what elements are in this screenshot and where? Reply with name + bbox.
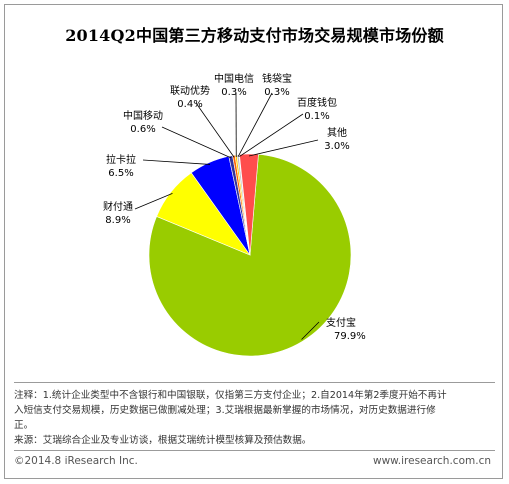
pie-chart: 支付宝 79.9% 财付通 8.9% 拉卡拉 6.5% 中国移动 0.6% 联动优势 0.4% 中国… <box>103 72 366 357</box>
leader-line-5 <box>195 102 235 158</box>
slice-label-2: 财付通 <box>103 200 133 213</box>
slice-value-3: 6.5% <box>108 168 133 179</box>
slice-value-8: 0.1% <box>304 111 329 122</box>
slice-labels: 支付宝 79.9% 财付通 8.9% 拉卡拉 6.5% 中国移动 0.6% 联动优势 0.4% 中国… <box>103 72 366 342</box>
leader-lines <box>134 92 320 340</box>
leader-line-4 <box>161 126 232 159</box>
leader-line-1 <box>301 321 320 340</box>
copyright-text: ©2014.8 iResearch Inc. <box>14 455 138 467</box>
note-line-2: 入短信支付交易规模，历史数据已做删减处理；3.艾瑞根据最新掌握的市场情况，对历史… <box>14 405 436 416</box>
slice-label-8: 百度钱包 <box>297 96 337 109</box>
slice-label-4: 中国移动 <box>123 109 163 122</box>
leader-line-9 <box>248 139 319 157</box>
slice-value-2: 8.9% <box>105 215 130 226</box>
footer-separator <box>14 450 495 451</box>
slice-value-6: 0.3% <box>221 87 246 98</box>
source-line: 来源：艾瑞综合企业及专业访谈，根据艾瑞统计模型核算及预估数据。 <box>14 435 312 446</box>
slice-label-7: 钱袋宝 <box>262 72 292 85</box>
notes-separator <box>14 382 495 383</box>
slice-label-1: 支付宝 <box>326 316 356 329</box>
slice-value-4: 0.6% <box>130 124 155 135</box>
slice-label-9: 其他 <box>327 126 347 139</box>
slice-label-5: 联动优势 <box>170 84 210 97</box>
slice-value-9: 3.0% <box>324 141 349 152</box>
leader-line-2 <box>134 193 173 210</box>
chart-title: 2014Q2中国第三方移动支付市场交易规模市场份额 <box>65 26 444 45</box>
slice-label-6: 中国电信 <box>214 72 254 85</box>
note-line-3: 正。 <box>14 420 34 431</box>
slice-value-7: 0.3% <box>264 87 289 98</box>
slice-value-1: 79.9% <box>334 331 366 342</box>
slice-label-3: 拉卡拉 <box>106 153 136 166</box>
leader-line-3 <box>142 159 211 165</box>
note-line-1: 注释：1.统计企业类型中不含银行和中国银联，仅指第三方支付企业；2.自2014年… <box>14 390 447 401</box>
pie-slices <box>148 153 352 357</box>
leader-line-8 <box>239 113 304 157</box>
slice-value-5: 0.4% <box>177 99 202 110</box>
website-text: www.iresearch.com.cn <box>372 455 491 467</box>
leader-line-7 <box>237 92 273 157</box>
